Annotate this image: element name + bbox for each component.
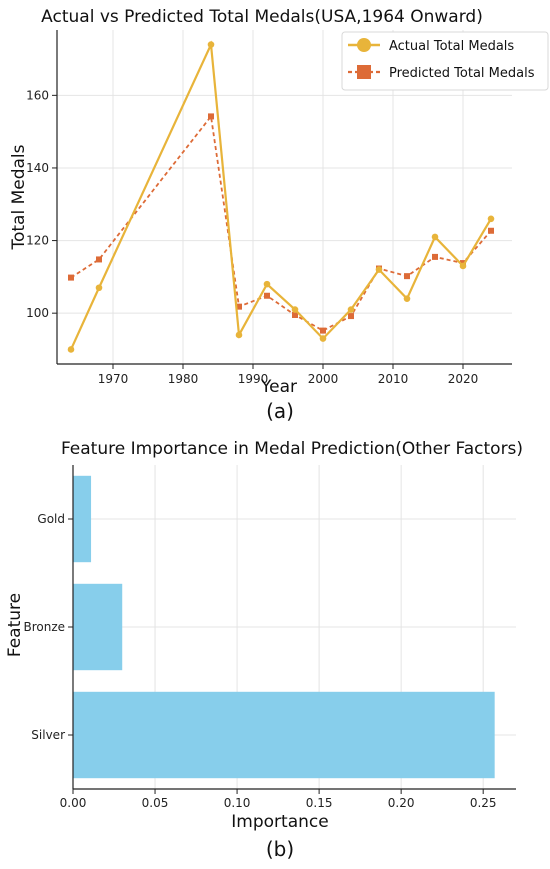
predicted-point (96, 256, 102, 263)
x-tick-label: 0.25 (470, 796, 497, 810)
line-chart-series (67, 40, 495, 353)
y-tick-label: Silver (31, 728, 65, 742)
predicted-point (432, 253, 438, 260)
bar-chart-y-label: Feature (5, 593, 25, 657)
legend-actual-label: Actual Total Medals (389, 39, 514, 54)
x-tick-label: 0.00 (60, 796, 87, 810)
x-tick-label: 2020 (448, 372, 479, 386)
line-chart: Actual vs Predicted Total Medals(USA,196… (9, 7, 549, 423)
bar-gold (73, 475, 92, 563)
actual-point (347, 306, 355, 313)
x-tick-label: 1980 (168, 372, 199, 386)
actual-point (487, 215, 495, 223)
line-chart-y-label: Total Medals (9, 144, 29, 250)
x-tick-label: 0.15 (306, 796, 333, 810)
predicted-point (488, 227, 494, 234)
predicted-point (404, 273, 410, 280)
x-tick-label: 0.05 (142, 796, 169, 810)
y-tick-label: 160 (26, 88, 49, 102)
y-tick-label: 120 (26, 234, 49, 248)
actual-point (95, 284, 103, 292)
bar-chart-x-label: Importance (231, 812, 328, 832)
x-tick-label: 2000 (308, 372, 339, 386)
x-tick-label: 0.10 (224, 796, 251, 810)
actual-point (67, 346, 75, 353)
bar-chart-caption: (b) (266, 837, 294, 861)
line-chart-legend: Actual Total Medals Predicted Total Medal… (341, 31, 549, 91)
predicted-point (236, 303, 242, 310)
actual-point (291, 306, 299, 313)
y-tick-label: 100 (26, 306, 49, 320)
x-tick-label: 0.20 (388, 796, 415, 810)
bar-chart-ticks: 0.00 0.05 0.10 0.15 0.20 0.25 Gold Bronze Silver (23, 512, 496, 810)
actual-point (403, 295, 411, 302)
actual-point (207, 41, 215, 48)
x-tick-label: 1990 (238, 372, 269, 386)
line-chart-ticks: 1970 1980 1990 2000 2010 2020 100 120 140 160 (26, 88, 478, 386)
predicted-point (208, 113, 214, 120)
predicted-point (348, 313, 354, 320)
bar-chart-title: Feature Importance in Medal Prediction(O… (61, 439, 523, 459)
actual-point (459, 262, 467, 270)
legend-predicted-marker (357, 65, 371, 79)
legend-actual-marker (357, 38, 371, 52)
bar-silver (73, 691, 495, 779)
x-tick-label: 2010 (378, 372, 409, 386)
line-chart-x-label: Year (260, 377, 297, 397)
line-chart-caption: (a) (266, 399, 294, 423)
bar-chart: Feature Importance in Medal Prediction(O… (5, 439, 523, 861)
actual-point (375, 266, 383, 273)
predicted-point (320, 327, 326, 334)
predicted-series-line (70, 114, 492, 332)
predicted-point (68, 274, 74, 281)
actual-point (263, 280, 271, 288)
predicted-point (292, 311, 298, 318)
actual-point (235, 331, 243, 339)
line-chart-title: Actual vs Predicted Total Medals(USA,196… (41, 7, 483, 27)
y-tick-label: 140 (26, 161, 49, 175)
actual-point (319, 335, 327, 342)
predicted-point (264, 292, 270, 299)
y-tick-label: Bronze (23, 620, 65, 634)
legend-box (341, 31, 549, 91)
bar-bronze (73, 583, 123, 671)
x-tick-label: 1970 (98, 372, 129, 386)
y-tick-label: Gold (37, 512, 65, 526)
bar-chart-bars (73, 475, 495, 779)
legend-predicted-label: Predicted Total Medals (389, 66, 535, 81)
actual-point (431, 233, 439, 241)
